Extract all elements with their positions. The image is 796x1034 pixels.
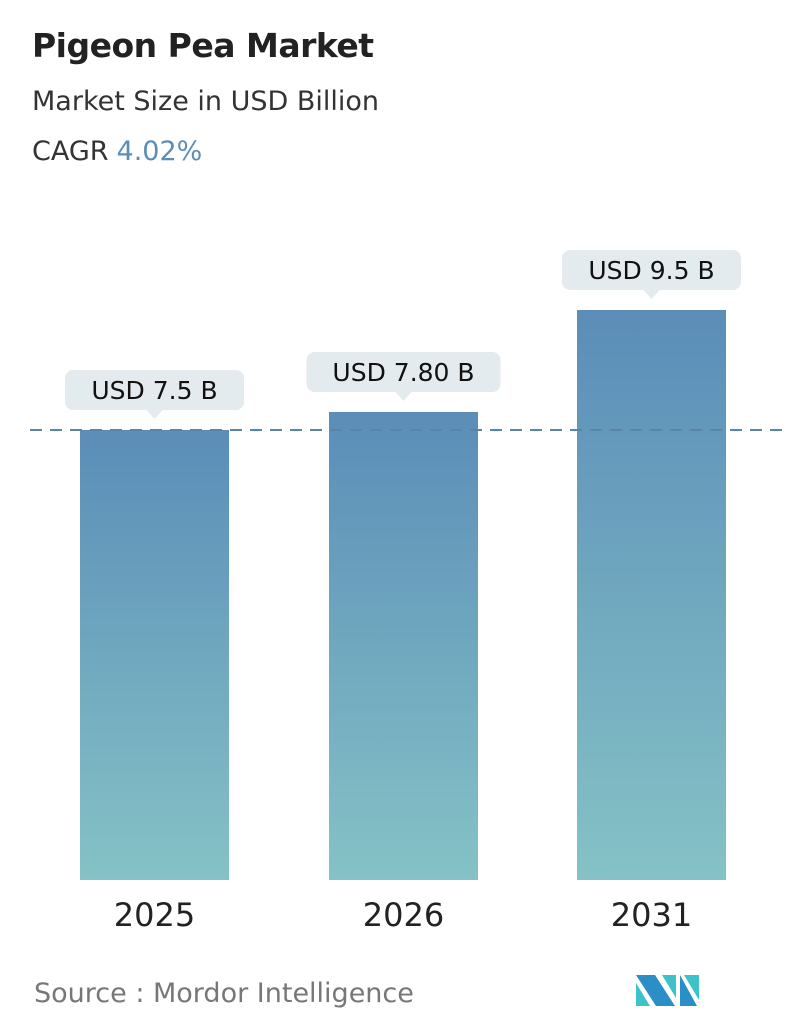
data-label-2031: USD 9.5 B <box>562 250 741 299</box>
bar-2025 <box>80 430 229 880</box>
chart-subtitle: Market Size in USD Billion <box>32 86 380 117</box>
x-tick-label: 2025 <box>114 896 195 934</box>
svg-text:USD 9.5 B: USD 9.5 B <box>588 256 714 285</box>
data-label-2026: USD 7.80 B <box>306 352 501 401</box>
svg-text:USD 7.80 B: USD 7.80 B <box>332 358 474 387</box>
x-tick-label: 2026 <box>363 896 444 934</box>
source-text: Source : Mordor Intelligence <box>34 978 414 1009</box>
data-label-2025: USD 7.5 B <box>65 370 244 419</box>
x-tick-label: 2031 <box>611 896 692 934</box>
cagr-label: CAGR <box>32 136 109 167</box>
svg-text:USD 7.5 B: USD 7.5 B <box>91 376 217 405</box>
bar-2026 <box>329 412 478 880</box>
cagr: CAGR 4.02% <box>32 136 202 167</box>
bar-2031 <box>577 310 726 880</box>
chart-title: Pigeon Pea Market <box>32 26 374 65</box>
cagr-value: 4.02% <box>116 136 203 167</box>
